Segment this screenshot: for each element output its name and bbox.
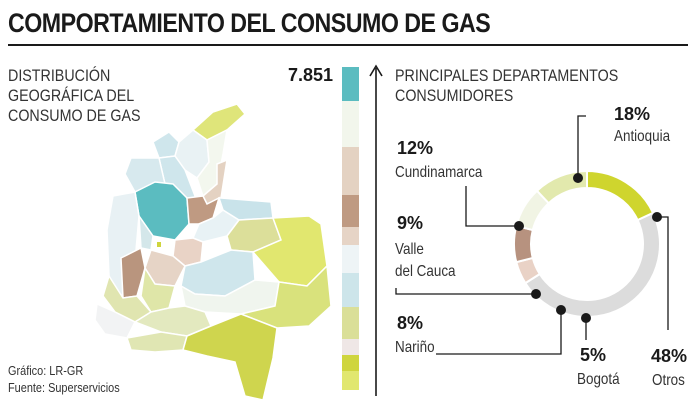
leader-line-antioquia: [577, 115, 586, 178]
scale-swatch: [342, 339, 359, 355]
data-label-cundinamarca: 12%: [397, 138, 434, 158]
scale-swatch: [342, 245, 359, 273]
chart-title: COMPORTAMIENTO DEL CONSUMO DE GAS: [8, 8, 491, 38]
scale-up-arrow: [369, 64, 383, 396]
map-subtitle-line: GEOGRÁFICA DEL: [8, 86, 135, 105]
data-label-antioquia: 18%: [614, 104, 651, 124]
map-region-san-andres: [157, 242, 161, 247]
scale-max-value: 7.851: [288, 65, 334, 85]
source-note: Gráfico: LR-GR Fuente: Superservicios: [8, 362, 120, 396]
source-line: Fuente: Superservicios: [8, 380, 120, 395]
map-region-santander: [186, 195, 221, 225]
scale-swatch: [342, 273, 359, 307]
leader-dot-bogota: [581, 313, 591, 323]
leader-line-cundinamarca: [465, 186, 519, 227]
scale-swatch: [342, 195, 359, 227]
consumers-subtitle-line: PRINCIPALES DEPARTAMENTOS: [395, 66, 619, 85]
category-label-valle-line1: Valle: [395, 241, 424, 258]
scale-swatch: [342, 371, 359, 390]
consumers-subtitle-line: CONSUMIDORES: [395, 86, 514, 105]
scale-swatch: [342, 101, 359, 147]
map-subtitle-line: DISTRIBUCIÓN: [8, 66, 111, 85]
category-label-valle-line2: del Cauca: [395, 263, 456, 280]
data-label-narino: 8%: [397, 313, 424, 333]
map-subtitle-line: CONSUMO DE GAS: [8, 106, 141, 125]
leader-dot-cundinamarca: [514, 221, 524, 231]
leader-dot-valle: [531, 289, 541, 299]
scale-swatch: [342, 147, 359, 195]
leader-dot-antioquia: [573, 173, 583, 183]
consumers-subtitle: PRINCIPALES DEPARTAMENTOS CONSUMIDORES: [395, 66, 618, 106]
category-label-antioquia: Antioquia: [614, 128, 671, 145]
map-region-amazonas: [182, 313, 278, 400]
leader-line-narino: [436, 310, 562, 355]
donut-slice-narino: [513, 224, 534, 264]
data-label-valle: 9%: [397, 213, 424, 233]
scale-swatch: [342, 307, 359, 339]
donut-slices: [513, 169, 661, 318]
scale-swatch: [342, 67, 359, 101]
donut-slice-otros: [523, 211, 661, 318]
leader-lines: [395, 115, 669, 355]
title-underline: [8, 44, 688, 46]
credit-line: Gráfico: LR-GR: [8, 363, 84, 378]
category-label-narino: Nariño: [395, 339, 435, 356]
leader-line-valle: [395, 288, 536, 295]
data-label-otros: 48%: [651, 346, 688, 366]
leader-dots: [514, 173, 662, 323]
category-label-cundinamarca: Cundinamarca: [395, 164, 483, 181]
donut-slice-antioquia: [586, 169, 655, 222]
category-label-otros: Otros: [652, 372, 685, 389]
scale-swatch: [342, 355, 359, 371]
scale-swatch: [342, 227, 359, 245]
colombia-map: [95, 103, 332, 400]
data-label-bogota: 5%: [580, 345, 607, 365]
leader-dot-otros: [652, 212, 662, 222]
category-label-bogota: Bogotá: [577, 371, 620, 388]
map-subtitle: DISTRIBUCIÓN GEOGRÁFICA DEL CONSUMO DE G…: [8, 66, 141, 126]
leader-dot-narino: [556, 305, 566, 315]
map-region-valle: [120, 246, 146, 299]
